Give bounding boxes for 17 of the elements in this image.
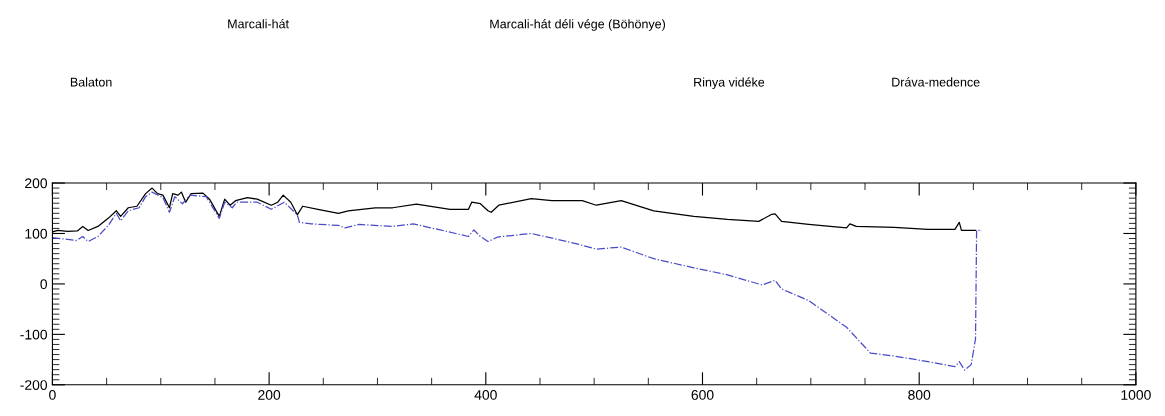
text: Dráva-medence [892,77,980,87]
y-tick-label: 200 [25,178,48,189]
x-tick-label: 1000 [1121,390,1151,400]
x-tick-label: 600 [691,390,714,400]
y-tick-label: -200 [20,380,48,390]
x-tick-label: 0 [49,390,56,400]
text: Marcali-hát déli vége (Böhönye) [490,19,665,31]
line-series [52,191,983,371]
x-tick-label: 200 [258,390,281,400]
y-tick-label: -100 [20,329,48,340]
y-tick-label: 100 [25,228,48,239]
text: Rinya vidéke [694,77,765,90]
y-tick-label: 0 [40,279,48,290]
text: Marcali-hát [228,18,289,29]
x-tick-label: 400 [474,390,497,400]
x-tick-label: 800 [908,390,931,400]
text: Balaton [70,77,112,87]
